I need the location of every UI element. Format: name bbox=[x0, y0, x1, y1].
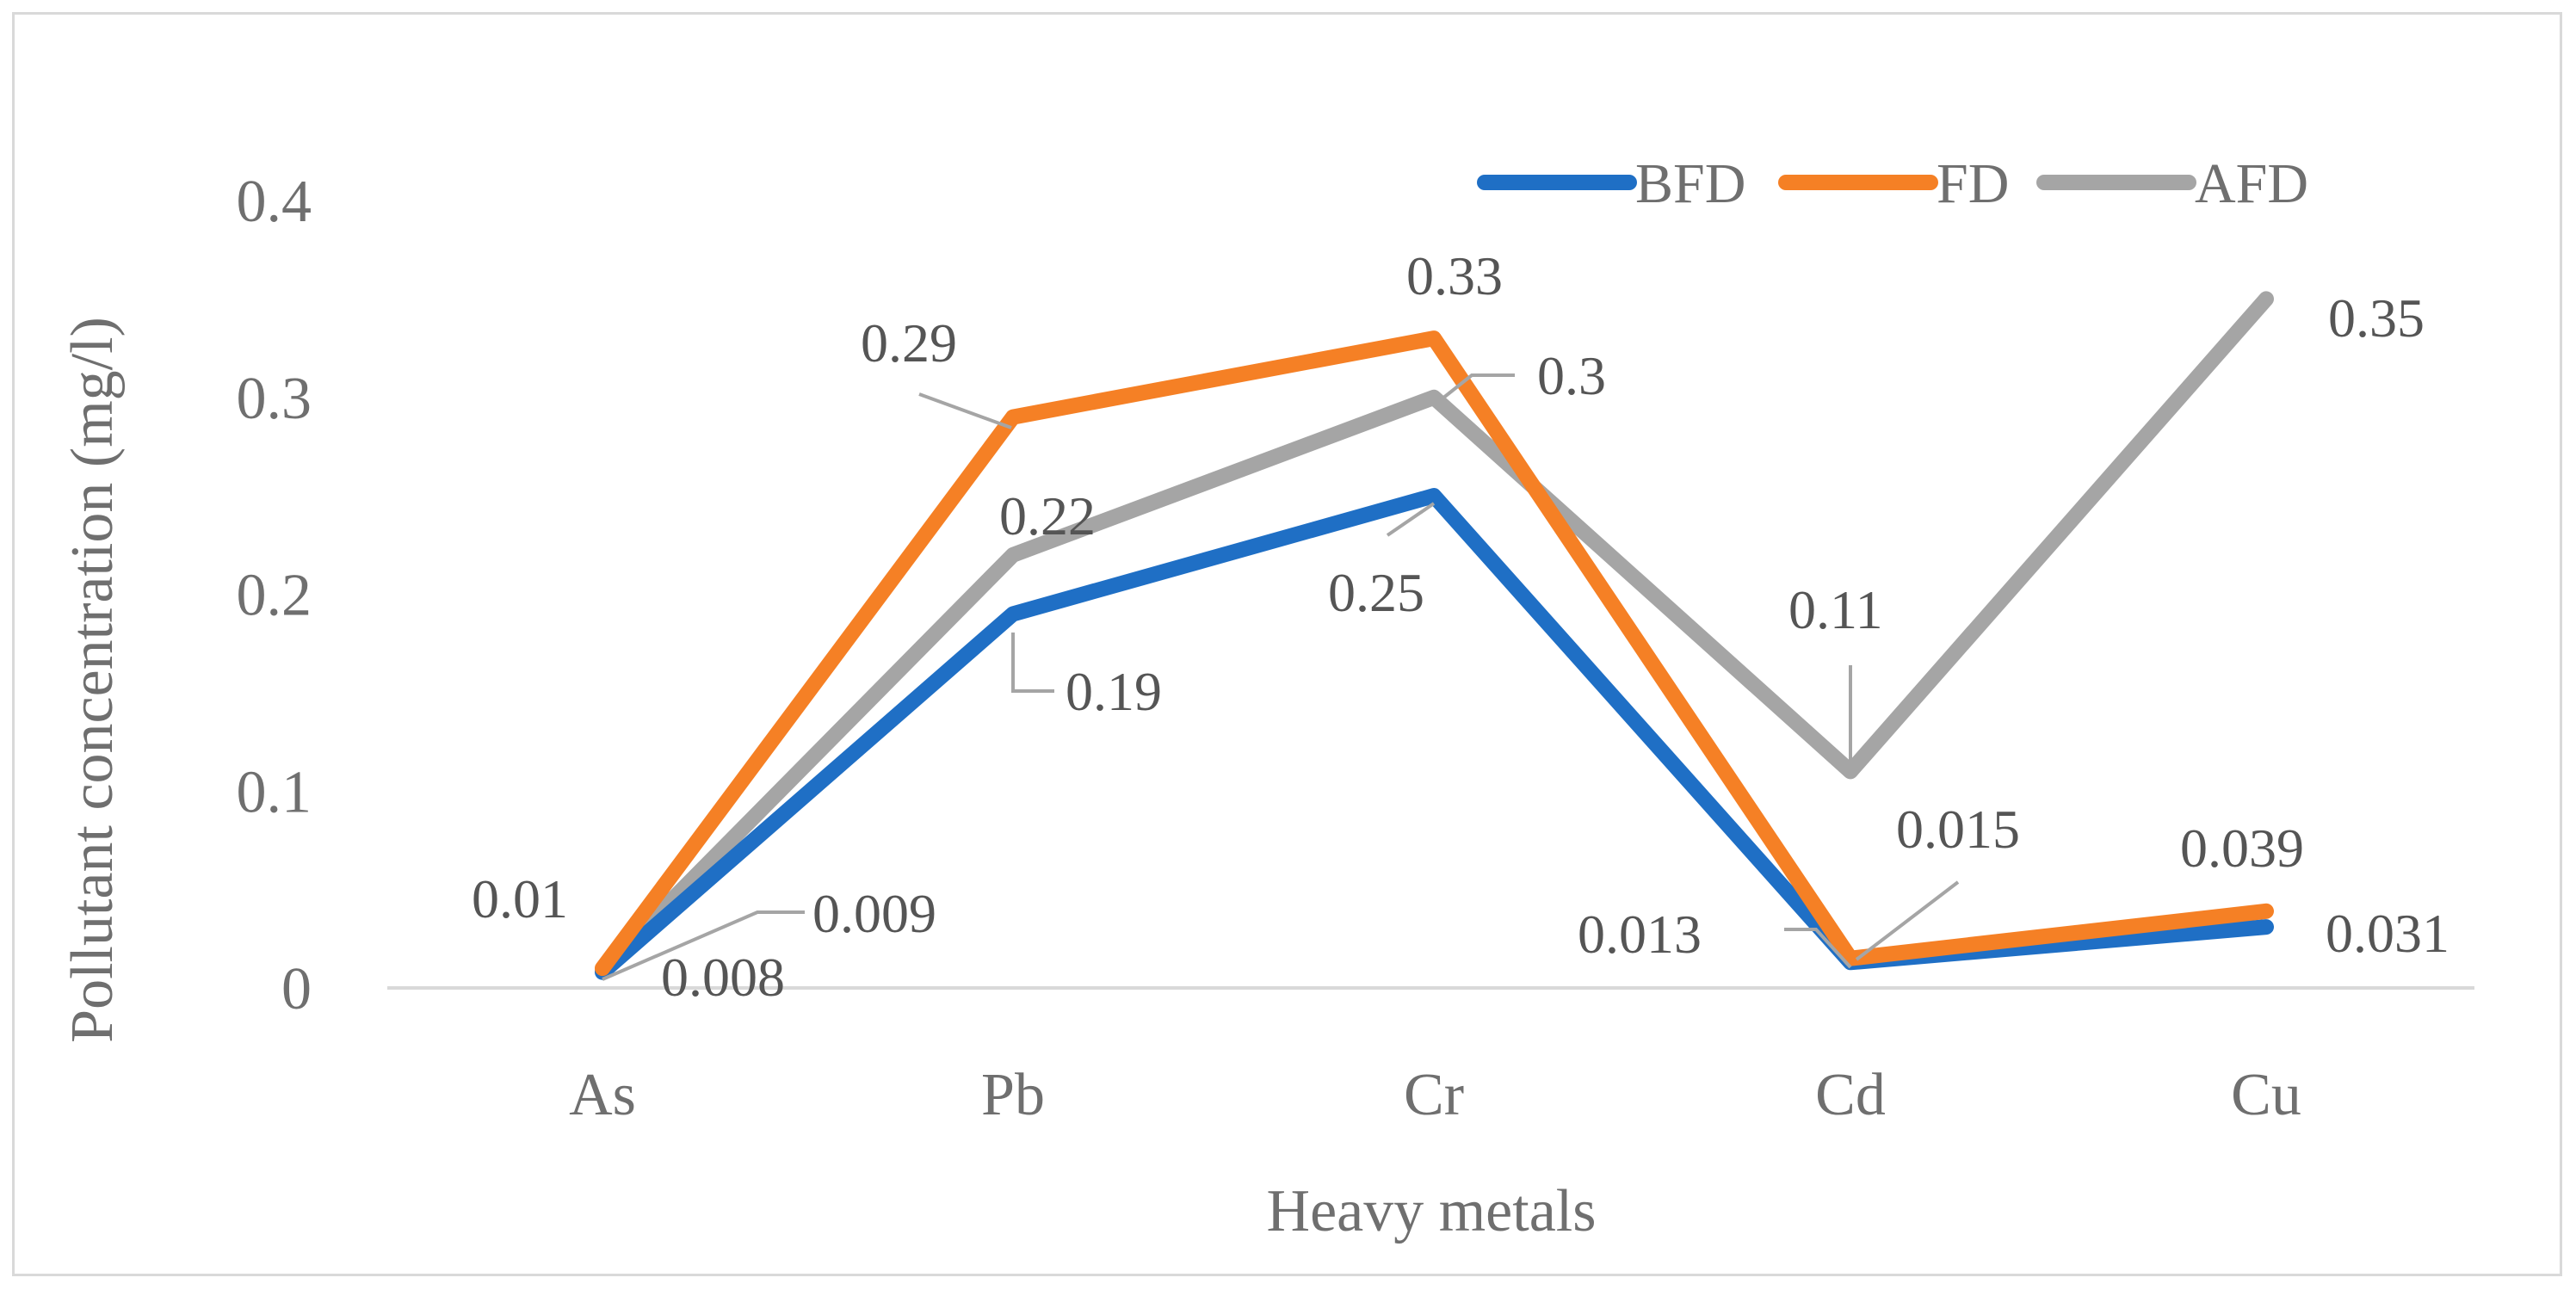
x-tick-label-as: As bbox=[569, 1062, 636, 1128]
y-tick-label: 0.1 bbox=[237, 759, 312, 825]
x-tick-labels: As Pb Cr Cd Cu bbox=[569, 1062, 2301, 1128]
data-label-leader-lines bbox=[602, 373, 1960, 981]
data-label-pb-afd: 0.22 bbox=[999, 485, 1096, 546]
data-label-pb-fd: 0.29 bbox=[861, 312, 957, 373]
data-label-cd-bfd: 0.013 bbox=[1578, 904, 1702, 965]
data-label-cr-afd: 0.3 bbox=[1537, 345, 1606, 406]
y-tick-label: 0.4 bbox=[237, 169, 312, 235]
leader-line-pb-fd bbox=[918, 392, 1012, 429]
leader-line-cr-bfd bbox=[1386, 502, 1436, 537]
data-label-cu-bfd: 0.031 bbox=[2326, 903, 2449, 964]
leader-line-pb-bfd bbox=[1011, 633, 1054, 693]
data-label-pb-bfd: 0.19 bbox=[1066, 661, 1162, 722]
y-tick-labels: 0 0.1 0.2 0.3 0.4 bbox=[237, 169, 312, 1022]
y-tick-label: 0 bbox=[281, 956, 312, 1022]
series-line-bfd bbox=[595, 488, 2274, 980]
data-label-cd-fd: 0.015 bbox=[1896, 799, 2020, 860]
leader-line-as-afd bbox=[602, 910, 805, 981]
x-tick-label-pb: Pb bbox=[981, 1062, 1045, 1128]
series-line-fd bbox=[595, 330, 2274, 977]
legend-label-fd: FD bbox=[1937, 152, 2009, 215]
data-labels: 0.01 0.009 0.008 0.29 0.22 0.19 0.33 0.3… bbox=[472, 245, 2449, 1008]
chart-frame bbox=[12, 12, 2562, 1276]
leader-line-cr-afd bbox=[1432, 373, 1515, 407]
data-label-cr-fd: 0.33 bbox=[1406, 245, 1503, 306]
series-line-afd bbox=[595, 291, 2274, 978]
x-tick-label-cd: Cd bbox=[1815, 1062, 1886, 1128]
data-label-as-afd: 0.009 bbox=[812, 883, 936, 944]
x-axis-title: Heavy metals bbox=[1267, 1178, 1597, 1244]
data-label-cr-bfd: 0.25 bbox=[1328, 562, 1424, 623]
y-axis-title: Pollutant concentration (mg/l) bbox=[59, 317, 126, 1043]
data-label-cu-fd: 0.039 bbox=[2180, 818, 2304, 879]
data-label-as-fd: 0.01 bbox=[472, 868, 568, 929]
legend: BFD FD AFD bbox=[1477, 152, 2308, 215]
leader-line-cd-bfd bbox=[1784, 928, 1852, 969]
legend-label-bfd: BFD bbox=[1635, 152, 1745, 215]
x-tick-label-cr: Cr bbox=[1404, 1062, 1464, 1128]
x-tick-label-cu: Cu bbox=[2231, 1062, 2301, 1128]
y-tick-label: 0.2 bbox=[237, 563, 312, 629]
data-label-as-bfd: 0.008 bbox=[661, 947, 785, 1008]
legend-label-afd: AFD bbox=[2195, 152, 2308, 215]
y-tick-label: 0.3 bbox=[237, 366, 312, 432]
data-label-cd-afd: 0.11 bbox=[1788, 579, 1883, 640]
series-lines bbox=[595, 291, 2274, 980]
data-label-cu-afd: 0.35 bbox=[2328, 287, 2425, 349]
leader-line-cd-fd bbox=[1855, 880, 1960, 961]
